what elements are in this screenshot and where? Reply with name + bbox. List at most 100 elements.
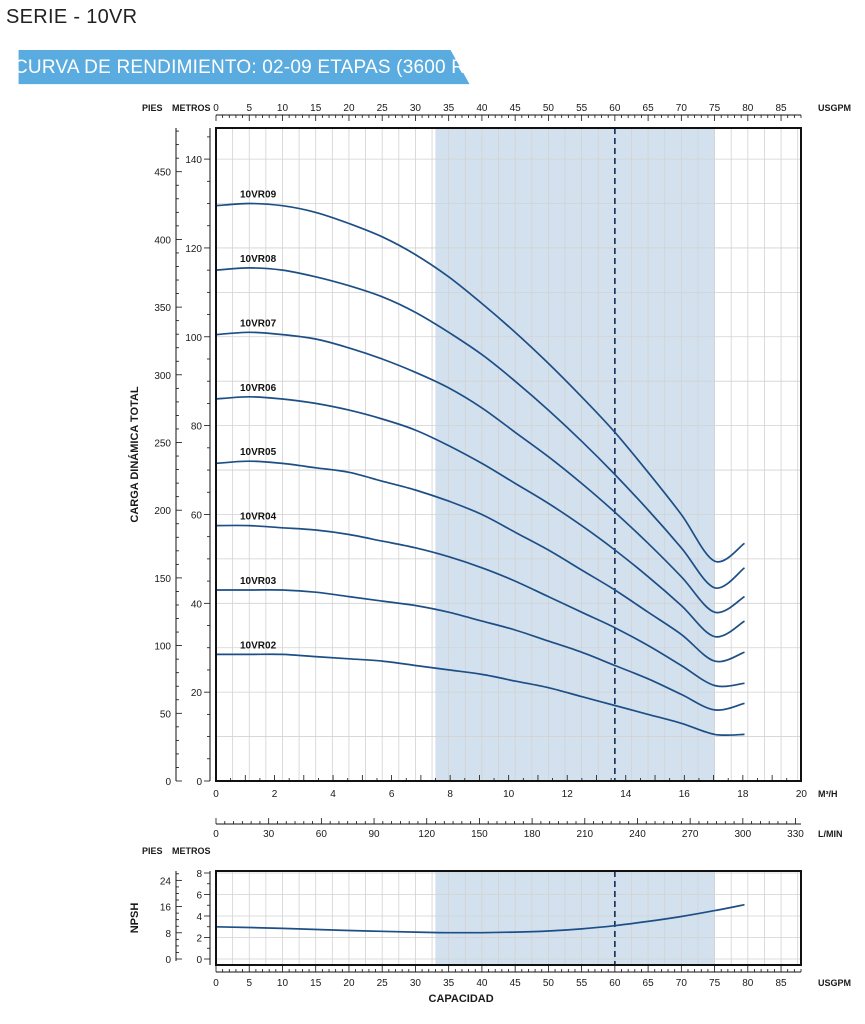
curve-label-10vr06: 10VR06	[240, 383, 277, 394]
meters-tick-label: 140	[185, 155, 202, 166]
m3h-tick-label: 18	[737, 789, 749, 800]
m3h-tick-label: 20	[796, 789, 808, 800]
x-axis-label-capacidad: CAPACIDAD	[429, 993, 494, 1005]
top-axis-tick-label: 20	[343, 103, 355, 114]
lmin-tick-label: 300	[734, 829, 751, 840]
m3h-tick-label: 4	[330, 789, 336, 800]
npsh-feet-tick-label: 24	[160, 876, 172, 887]
meters-tick-label: 20	[191, 688, 203, 699]
curve-label-10vr08: 10VR08	[240, 254, 277, 265]
top-axis-tick-label: 55	[576, 103, 588, 114]
lmin-tick-label: 60	[316, 829, 328, 840]
top-axis-tick-label: 15	[310, 103, 322, 114]
top-axis-unit: USGPM	[818, 103, 851, 113]
top-axis-tick-label: 75	[709, 103, 721, 114]
npsh-feet-tick-label: 0	[165, 955, 171, 966]
top-axis-tick-label: 45	[510, 103, 522, 114]
curve-label-10vr07: 10VR07	[240, 318, 277, 329]
npsh-meters-tick-label: 4	[196, 912, 202, 923]
feet-tick-label: 450	[154, 168, 171, 179]
feet-tick-label: 300	[154, 371, 171, 382]
top-axis-tick-label: 70	[676, 103, 688, 114]
meters-tick-label: 120	[185, 244, 202, 255]
npsh-x-tick-label: 40	[476, 978, 488, 989]
npsh-x-tick-label: 70	[676, 978, 688, 989]
top-axis-tick-label: 25	[377, 103, 389, 114]
curve-10vr08	[215, 267, 746, 589]
npsh-x-tick-label: 25	[377, 978, 389, 989]
banner-title: CURVA DE RENDIMIENTO: 02-09 ETAPAS (3600…	[14, 57, 501, 78]
top-axis-tick-label: 5	[246, 103, 252, 114]
curve-10vr07	[215, 331, 745, 614]
curve-10vr02	[216, 653, 745, 737]
lmin-tick-label: 120	[418, 829, 435, 840]
feet-tick-label: 100	[154, 642, 171, 653]
m3h-unit: M³/H	[818, 789, 838, 799]
top-axis-tick-label: 35	[443, 103, 455, 114]
npsh-x-tick-label: 75	[709, 978, 721, 989]
npsh-x-tick-label: 80	[742, 978, 754, 989]
left-unit-label-feet: PIES	[142, 103, 163, 113]
feet-tick-label: 150	[154, 574, 171, 585]
npsh-plot-frame	[215, 870, 802, 966]
top-axis-tick-label: 0	[213, 103, 219, 114]
npsh-feet-tick-label: 8	[165, 929, 171, 940]
m3h-tick-label: 14	[620, 789, 632, 800]
lmin-tick-label: 270	[682, 829, 699, 840]
npsh-curve	[215, 903, 745, 934]
curve-label-10vr09: 10VR09	[240, 190, 277, 201]
top-axis-tick-label: 40	[476, 103, 488, 114]
npsh-meters-tick-label: 8	[196, 869, 202, 880]
curve-label-10vr03: 10VR03	[240, 576, 277, 587]
npsh-x-tick-label: 60	[609, 978, 621, 989]
lmin-tick-label: 210	[576, 829, 593, 840]
series-title: SERIE - 10VR	[6, 6, 138, 28]
curve-label-10vr02: 10VR02	[240, 640, 277, 651]
top-axis-tick-label: 10	[277, 103, 289, 114]
top-axis-tick-label: 30	[410, 103, 422, 114]
lmin-unit: L/MIN	[818, 829, 843, 839]
m3h-tick-label: 6	[389, 789, 395, 800]
npsh-x-tick-label: 30	[410, 978, 422, 989]
m3h-tick-label: 0	[213, 789, 219, 800]
curve-10vr04	[215, 524, 745, 688]
npsh-x-unit: USGPM	[818, 978, 851, 988]
meters-tick-label: 40	[191, 599, 203, 610]
curve-10vr09	[215, 202, 746, 563]
top-axis-tick-label: 80	[742, 103, 754, 114]
lmin-tick-label: 30	[263, 829, 275, 840]
npsh-unit-label-feet: PIES	[142, 846, 163, 856]
curve-label-10vr05: 10VR05	[240, 447, 277, 458]
lmin-tick-label: 0	[213, 829, 219, 840]
m3h-tick-label: 2	[272, 789, 278, 800]
npsh-y-axis-label: NPSH	[129, 903, 141, 934]
npsh-x-tick-label: 50	[543, 978, 555, 989]
meters-tick-label: 60	[191, 510, 203, 521]
title-banner	[18, 50, 470, 85]
curve-10vr06	[215, 395, 745, 638]
curve-10vr03	[215, 588, 745, 711]
top-axis-tick-label: 60	[609, 103, 621, 114]
lmin-tick-label: 150	[471, 829, 488, 840]
npsh-feet-tick-label: 16	[160, 903, 172, 914]
npsh-meters-tick-label: 0	[196, 955, 202, 966]
meters-tick-label: 80	[191, 422, 203, 433]
top-axis-tick-label: 85	[775, 103, 787, 114]
top-axis-tick-label: 65	[643, 103, 655, 114]
y-axis-label: CARGA DINÁMICA TOTAL	[128, 386, 141, 523]
npsh-meters-tick-label: 6	[196, 891, 202, 902]
lmin-tick-label: 180	[524, 829, 541, 840]
npsh-x-tick-label: 85	[775, 978, 787, 989]
npsh-x-tick-label: 0	[213, 978, 219, 989]
lmin-tick-label: 330	[787, 829, 804, 840]
left-unit-label-meters: METROS	[172, 103, 211, 113]
m3h-tick-label: 8	[447, 789, 453, 800]
m3h-tick-label: 10	[503, 789, 515, 800]
npsh-unit-label-meters: METROS	[172, 846, 211, 856]
npsh-x-tick-label: 20	[343, 978, 355, 989]
feet-tick-label: 200	[154, 506, 171, 517]
feet-tick-label: 250	[154, 439, 171, 450]
npsh-x-tick-label: 5	[246, 978, 252, 989]
npsh-meters-tick-label: 2	[196, 934, 202, 945]
